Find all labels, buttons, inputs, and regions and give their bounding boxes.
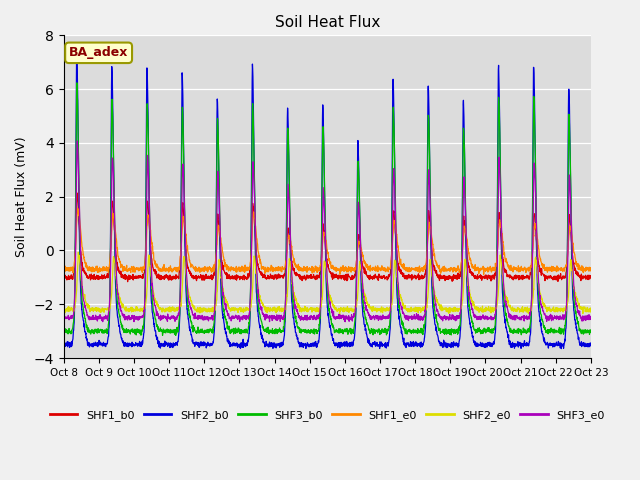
SHF2_e0 xyxy=(541,303,548,309)
SHF3_e0 xyxy=(481,316,488,322)
SHF1_b0 xyxy=(556,274,563,279)
SHF3_e0 xyxy=(587,316,595,322)
Line: SHF3_e0: SHF3_e0 xyxy=(63,141,591,322)
SHF2_e0 xyxy=(343,308,351,314)
SHF3_e0 xyxy=(343,313,351,319)
SHF2_b0 xyxy=(73,50,81,56)
SHF1_b0 xyxy=(481,276,488,281)
SHF2_b0 xyxy=(587,342,595,348)
SHF3_e0 xyxy=(556,313,563,319)
SHF3_b0 xyxy=(556,324,563,330)
SHF2_e0 xyxy=(481,308,488,314)
SHF2_b0 xyxy=(557,346,565,351)
SHF2_b0 xyxy=(556,342,563,348)
SHF2_e0 xyxy=(74,250,82,255)
SHF1_e0 xyxy=(74,205,81,211)
SHF2_e0 xyxy=(355,284,362,289)
SHF1_b0 xyxy=(541,273,548,278)
Line: SHF3_b0: SHF3_b0 xyxy=(63,83,591,336)
Y-axis label: Soil Heat Flux (mV): Soil Heat Flux (mV) xyxy=(15,136,28,257)
SHF1_b0 xyxy=(355,232,362,238)
SHF1_e0 xyxy=(480,272,488,277)
Line: SHF1_b0: SHF1_b0 xyxy=(63,193,591,282)
SHF2_e0 xyxy=(336,312,344,318)
SHF1_b0 xyxy=(60,274,67,279)
SHF2_b0 xyxy=(354,138,362,144)
SHF1_e0 xyxy=(342,264,350,270)
SHF3_b0 xyxy=(73,80,81,86)
SHF1_e0 xyxy=(207,267,215,273)
SHF3_e0 xyxy=(541,311,548,316)
SHF2_e0 xyxy=(556,306,563,312)
SHF2_e0 xyxy=(60,304,67,310)
SHF3_e0 xyxy=(207,316,215,322)
SHF3_b0 xyxy=(355,158,362,164)
SHF1_b0 xyxy=(124,279,131,285)
SHF1_e0 xyxy=(541,268,548,274)
SHF3_b0 xyxy=(481,328,488,334)
SHF3_e0 xyxy=(341,319,349,324)
SHF1_b0 xyxy=(587,274,595,279)
SHF1_b0 xyxy=(73,190,81,196)
SHF1_b0 xyxy=(343,275,351,281)
SHF1_e0 xyxy=(60,265,67,271)
SHF3_e0 xyxy=(74,138,81,144)
SHF1_e0 xyxy=(354,245,362,251)
Title: Soil Heat Flux: Soil Heat Flux xyxy=(275,15,380,30)
Line: SHF2_e0: SHF2_e0 xyxy=(63,252,591,315)
SHF2_b0 xyxy=(342,340,350,346)
SHF3_b0 xyxy=(172,333,180,338)
SHF2_e0 xyxy=(207,308,215,314)
SHF2_b0 xyxy=(541,336,548,342)
SHF3_b0 xyxy=(587,328,595,334)
SHF3_b0 xyxy=(541,326,548,332)
SHF3_e0 xyxy=(355,203,362,209)
Legend: SHF1_b0, SHF2_b0, SHF3_b0, SHF1_e0, SHF2_e0, SHF3_e0: SHF1_b0, SHF2_b0, SHF3_b0, SHF1_e0, SHF2… xyxy=(45,406,609,425)
SHF2_b0 xyxy=(60,343,67,349)
SHF1_b0 xyxy=(207,274,215,280)
Line: SHF1_e0: SHF1_e0 xyxy=(63,208,591,275)
SHF1_e0 xyxy=(481,267,488,273)
SHF3_b0 xyxy=(207,328,215,334)
SHF1_e0 xyxy=(587,267,595,273)
SHF1_e0 xyxy=(556,266,563,272)
SHF2_b0 xyxy=(207,343,215,348)
SHF2_e0 xyxy=(587,305,595,311)
SHF3_b0 xyxy=(60,328,67,334)
SHF3_b0 xyxy=(343,327,351,333)
Line: SHF2_b0: SHF2_b0 xyxy=(63,53,591,348)
SHF3_e0 xyxy=(60,315,67,321)
Text: BA_adex: BA_adex xyxy=(69,46,128,60)
SHF2_b0 xyxy=(481,343,488,348)
